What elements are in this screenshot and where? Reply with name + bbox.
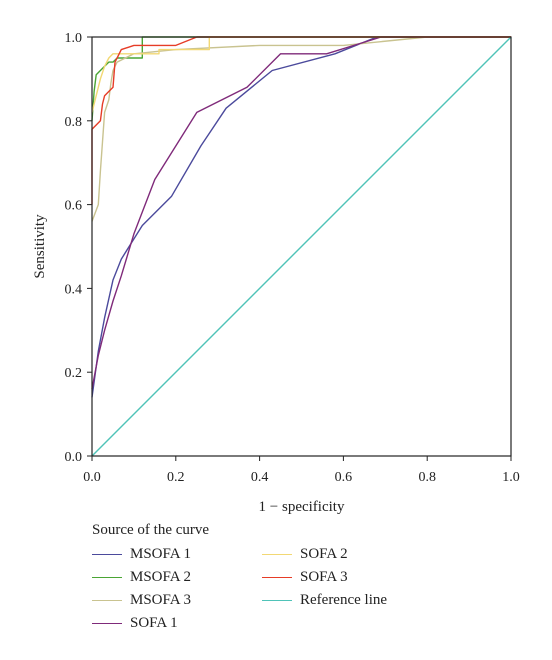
x-axis-label: 1 − specificity	[259, 499, 345, 515]
series-line-sofa-2	[91, 36, 511, 113]
legend-title: Source of the curve	[92, 522, 210, 538]
legend-item: SOFA 2	[262, 543, 432, 566]
legend-label: MSOFA 1	[130, 546, 191, 562]
x-tick-label: 0.2	[167, 470, 185, 485]
y-axis-label: Sensitivity	[32, 214, 48, 279]
x-tick-label: 0.6	[335, 470, 353, 485]
legend-label: SOFA 1	[130, 615, 178, 631]
y-axis-ticks: 0.0 0.2 0.4 0.6 0.8 1.0	[65, 31, 92, 465]
legend-swatch	[92, 554, 122, 555]
legend-item: SOFA 3	[262, 566, 432, 589]
y-tick-label: 0.4	[65, 282, 83, 297]
legend-swatch	[262, 600, 292, 601]
legend-item: MSOFA 2	[92, 566, 262, 589]
legend: Source of the curve MSOFA 1 MSOFA 2 MSOFA …	[92, 522, 532, 635]
y-tick-label: 0.8	[65, 115, 83, 130]
legend-swatch	[262, 554, 292, 555]
y-tick-label: 0.6	[65, 199, 83, 214]
plot-frame	[91, 36, 512, 457]
legend-swatch	[262, 577, 292, 578]
y-tick-label: 1.0	[65, 31, 83, 46]
legend-swatch	[92, 577, 122, 578]
x-tick-label: 0.4	[251, 470, 269, 485]
roc-chart: 0.0 0.2 0.4 0.6 0.8 1.0 0.0 0.2 0.4 0.6 0.8 1.0 1 …	[32, 31, 520, 515]
x-axis-ticks: 0.0 0.2 0.4 0.6 0.8 1.0	[83, 456, 520, 485]
y-tick-label: 0.0	[65, 450, 83, 465]
x-tick-label: 1.0	[502, 470, 520, 485]
legend-label: MSOFA 2	[130, 569, 191, 585]
legend-swatch	[92, 600, 122, 601]
legend-label: MSOFA 3	[130, 592, 191, 608]
legend-item: Reference line	[262, 589, 432, 612]
legend-label: SOFA 3	[300, 569, 348, 585]
series-line-sofa-1	[91, 36, 511, 390]
y-tick-label: 0.2	[65, 366, 83, 381]
series-line-sofa-3	[91, 36, 511, 205]
series-layer	[91, 36, 512, 457]
series-line-msofa-3	[91, 36, 511, 222]
series-line-reference-line	[91, 36, 512, 457]
legend-label: Reference line	[300, 592, 388, 608]
legend-item: MSOFA 1	[92, 543, 262, 566]
x-tick-label: 0.0	[83, 470, 101, 485]
legend-label: SOFA 2	[300, 546, 348, 562]
x-tick-label: 0.8	[418, 470, 436, 485]
legend-item: SOFA 1	[92, 612, 262, 635]
legend-swatch	[92, 623, 122, 624]
legend-item: MSOFA 3	[92, 589, 262, 612]
legend-entries: MSOFA 1 MSOFA 2 MSOFA 3 SOFA 1 SOFA 2 SOFA 3 R…	[92, 543, 532, 635]
series-line-msofa-2	[91, 36, 511, 121]
series-line-msofa-1	[91, 36, 511, 398]
